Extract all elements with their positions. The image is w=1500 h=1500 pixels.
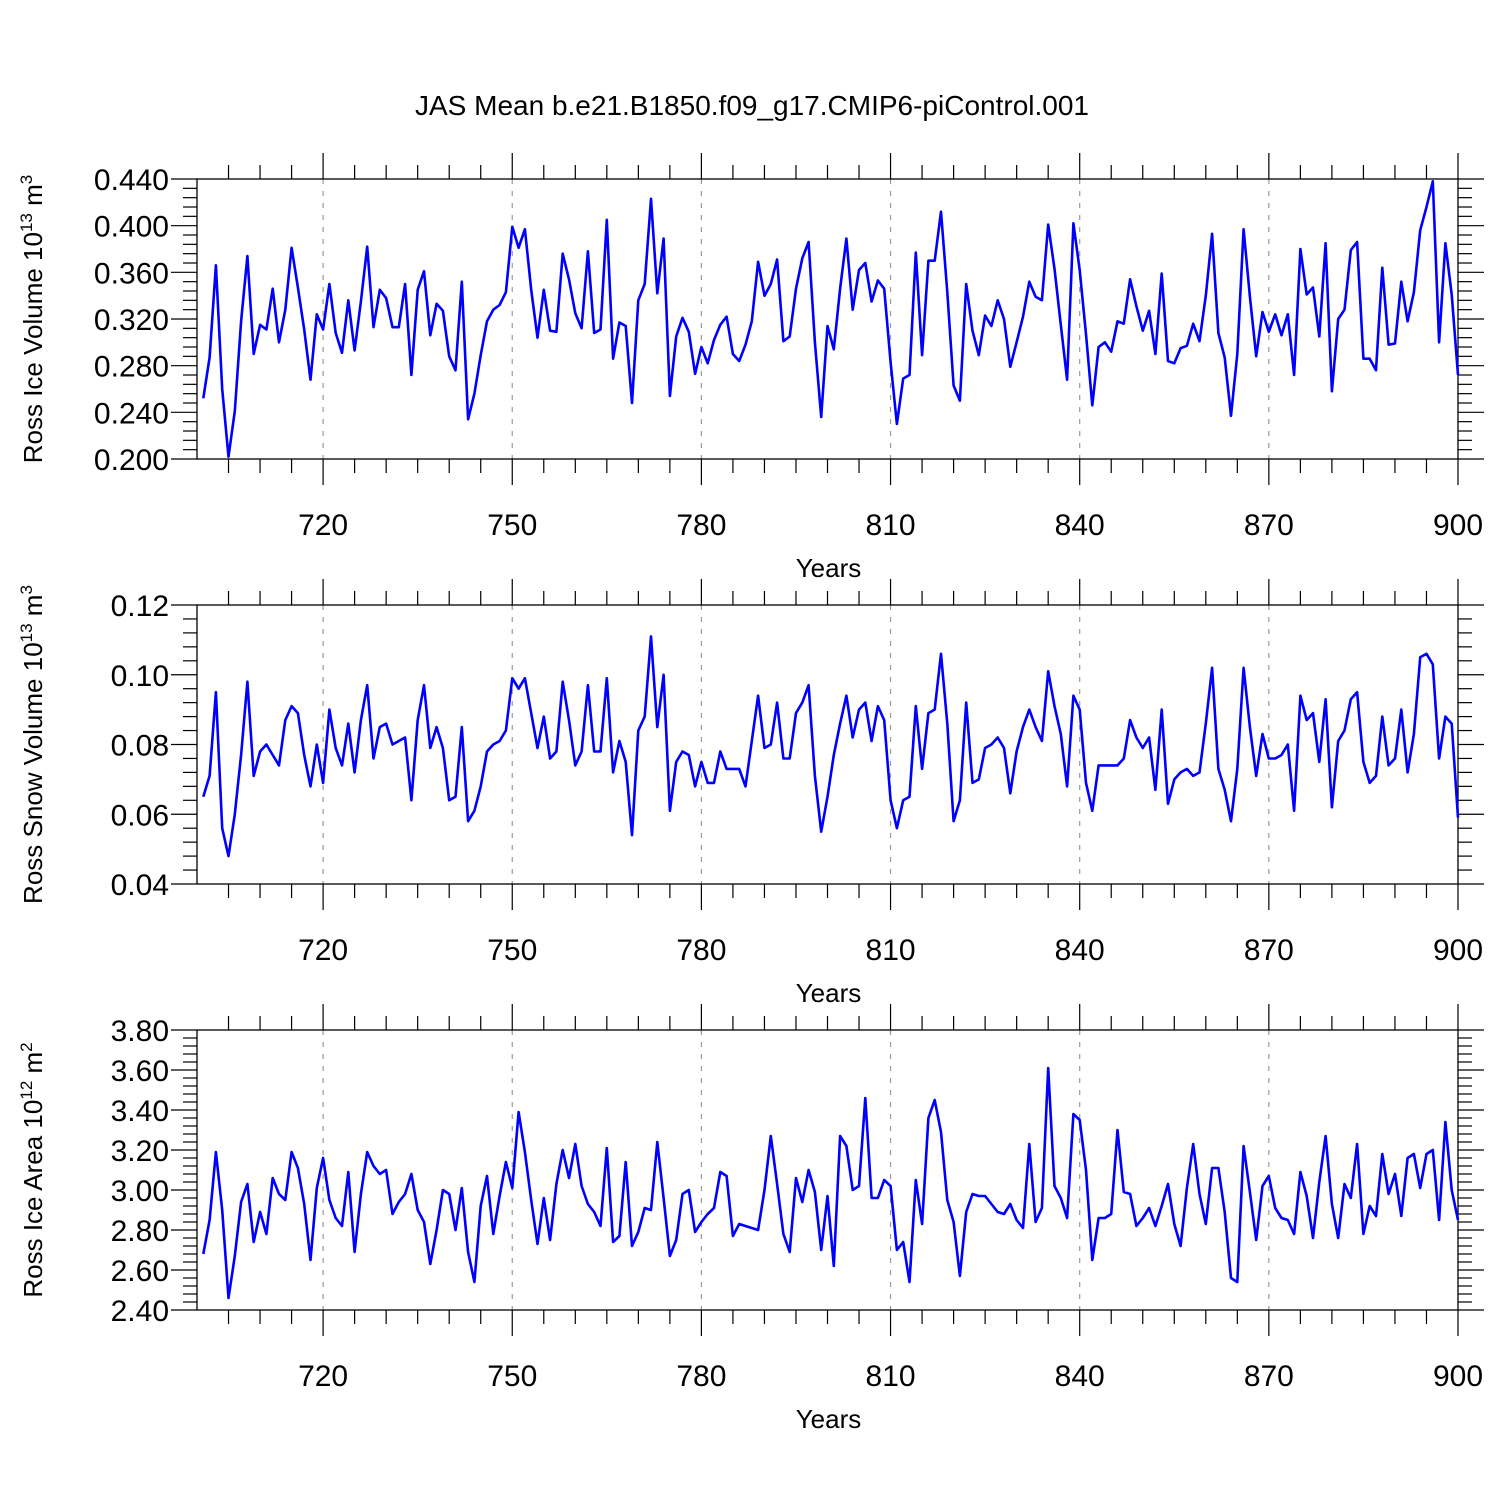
- y-axis-label-text: m: [18, 184, 48, 213]
- ross-snow-volume-panel: 720 750 780 810 840 870 900 0.04 0.06 0.08 0.10 0.1…: [17, 579, 1484, 1008]
- y-axis-label: Ross Ice Area 1012 m2: [17, 1042, 48, 1297]
- x-tick-label: 840: [1055, 1360, 1105, 1393]
- ross-ice-volume-panel: 720 750 780 810 840 870 900 0.200 0.240 0.280 0.32…: [17, 153, 1484, 583]
- x-tick-label: 870: [1244, 509, 1294, 542]
- y-tick-label: 0.06: [111, 799, 169, 832]
- y-tick-label: 2.80: [111, 1215, 169, 1248]
- y-tick-label: 0.200: [94, 444, 169, 477]
- x-tick-label: 720: [298, 934, 348, 967]
- x-axis-label: Years: [796, 1404, 862, 1434]
- y-tick-label: 2.60: [111, 1255, 169, 1288]
- y-axis-label: Ross Snow Volume 1013 m3: [17, 585, 48, 904]
- y-tick-label: 0.280: [94, 351, 169, 384]
- y-axis-label: Ross Ice Volume 1013 m3: [17, 175, 48, 464]
- ross-ice-area-line: [202, 1066, 1460, 1300]
- x-tick-label: 810: [866, 1360, 916, 1393]
- y-axis-label-text: Ross Snow Volume 10: [18, 642, 48, 904]
- y-axis-label-exponent: 3: [17, 175, 36, 184]
- chart-title: JAS Mean b.e21.B1850.f09_g17.CMIP6-piCon…: [415, 90, 1089, 121]
- x-tick-label: 750: [487, 934, 537, 967]
- y-tick-label: 3.00: [111, 1175, 169, 1208]
- y-tick-label: 0.08: [111, 730, 169, 763]
- ross-ice-volume-line: [202, 180, 1460, 459]
- y-tick-label: 3.40: [111, 1095, 169, 1128]
- y-tick-label: 3.20: [111, 1135, 169, 1168]
- x-tick-label: 840: [1055, 934, 1105, 967]
- x-tick-label: 780: [676, 509, 726, 542]
- x-tick-label: 810: [866, 934, 916, 967]
- x-tick-label: 870: [1244, 1360, 1294, 1393]
- x-tick-label: 780: [676, 934, 726, 967]
- ross-ice-area-panel: 720 750 780 810 840 870 900 2.40 2.60 2.80 3.00 3.2…: [17, 1004, 1484, 1434]
- y-tick-label: 2.40: [111, 1295, 169, 1328]
- y-axis-label-text: m: [18, 1052, 48, 1081]
- y-axis-label-exponent: 2: [17, 1042, 36, 1051]
- x-tick-label: 720: [298, 1360, 348, 1393]
- x-tick-label: 900: [1433, 1360, 1483, 1393]
- x-tick-label: 750: [487, 1360, 537, 1393]
- y-tick-label: 0.320: [94, 304, 169, 337]
- x-tick-label: 840: [1055, 509, 1105, 542]
- y-tick-label: 0.240: [94, 397, 169, 430]
- y-axis-label-exponent: 13: [17, 213, 36, 232]
- y-axis-label-exponent: 3: [17, 585, 36, 594]
- y-tick-label: 3.60: [111, 1055, 169, 1088]
- panels: 720 750 780 810 840 870 900 0.200 0.240 0.280 0.32…: [17, 153, 1484, 1434]
- x-tick-label: 900: [1433, 934, 1483, 967]
- y-tick-label: 0.04: [111, 869, 169, 902]
- x-tick-label: 780: [676, 1360, 726, 1393]
- x-tick-label: 810: [866, 509, 916, 542]
- y-axis-label-text: Ross Ice Area 10: [18, 1100, 48, 1298]
- x-tick-label: 750: [487, 509, 537, 542]
- y-tick-label: 0.12: [111, 590, 169, 623]
- x-axis-label: Years: [796, 553, 862, 583]
- y-tick-label: 0.400: [94, 211, 169, 244]
- x-axis-label: Years: [796, 978, 862, 1008]
- x-tick-label: 900: [1433, 509, 1483, 542]
- y-axis-label-text: Ross Ice Volume 10: [18, 232, 48, 463]
- x-tick-label: 720: [298, 509, 348, 542]
- y-tick-label: 3.80: [111, 1015, 169, 1048]
- y-tick-label: 0.10: [111, 660, 169, 693]
- y-axis-label-text: m: [18, 595, 48, 624]
- y-axis-label-exponent: 13: [17, 623, 36, 642]
- y-axis-label-exponent: 12: [17, 1081, 36, 1100]
- x-tick-label: 870: [1244, 934, 1294, 967]
- ross-snow-volume-line: [202, 635, 1460, 858]
- y-tick-label: 0.360: [94, 257, 169, 290]
- y-tick-label: 0.440: [94, 164, 169, 197]
